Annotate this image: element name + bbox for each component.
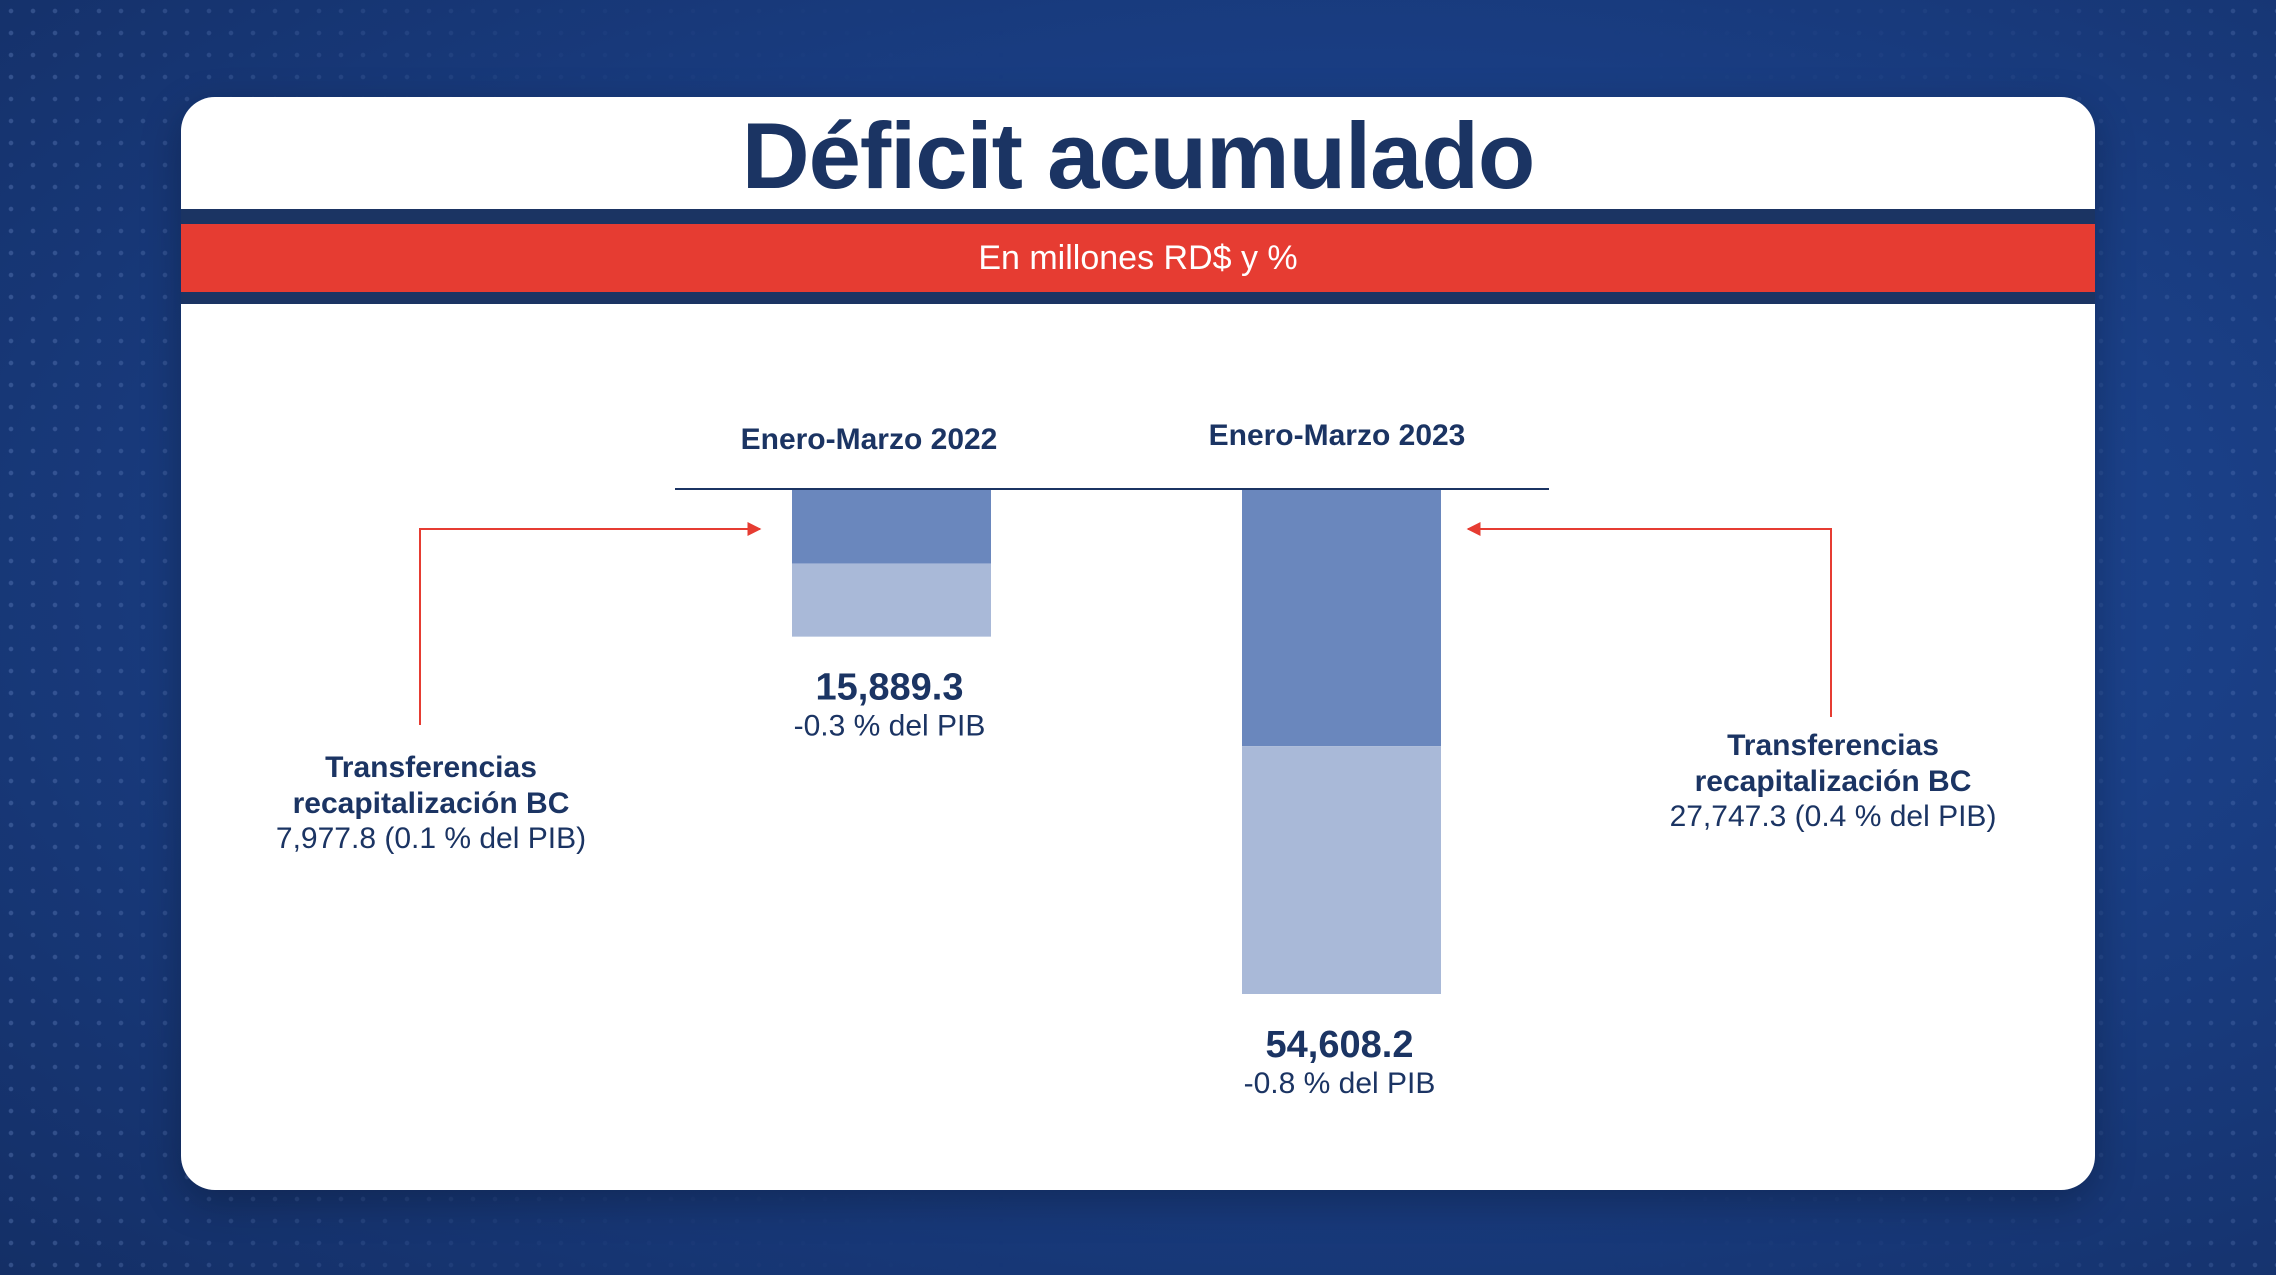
total-value-label: 15,889.3 (816, 667, 964, 709)
category-label: Enero-Marzo 2023 (1209, 419, 1466, 452)
annotation-title-line2: recapitalización BC (1695, 765, 1972, 798)
annotation-title-line1: Transferencias (1727, 729, 1939, 762)
category-label: Enero-Marzo 2022 (741, 423, 998, 456)
bar-segment-transferencias (792, 490, 991, 564)
annotation-arrow-right (1466, 522, 1832, 717)
annotation-detail: 27,747.3 (0.4 % del PIB) (1670, 800, 1997, 833)
bar-segment-resto (792, 563, 991, 637)
total-value-label: 54,608.2 (1266, 1024, 1414, 1066)
annotation-title-line1: Transferencias (325, 751, 537, 784)
bar-segment-transferencias (1242, 490, 1441, 747)
annotation-detail: 7,977.8 (0.1 % del PIB) (276, 822, 586, 855)
annotation-title-line2: recapitalización BC (293, 787, 570, 820)
pib-percent-label: -0.3 % del PIB (794, 710, 986, 743)
chart-card: Déficit acumulado En millones RD$ y % (181, 97, 2095, 1190)
pib-percent-label: -0.8 % del PIB (1244, 1067, 1436, 1100)
annotation-arrow-left (419, 522, 762, 725)
page-title: Déficit acumulado (741, 103, 1536, 208)
subtitle-band: En millones RD$ y % (181, 224, 2095, 292)
bar-segment-resto (1242, 746, 1441, 994)
